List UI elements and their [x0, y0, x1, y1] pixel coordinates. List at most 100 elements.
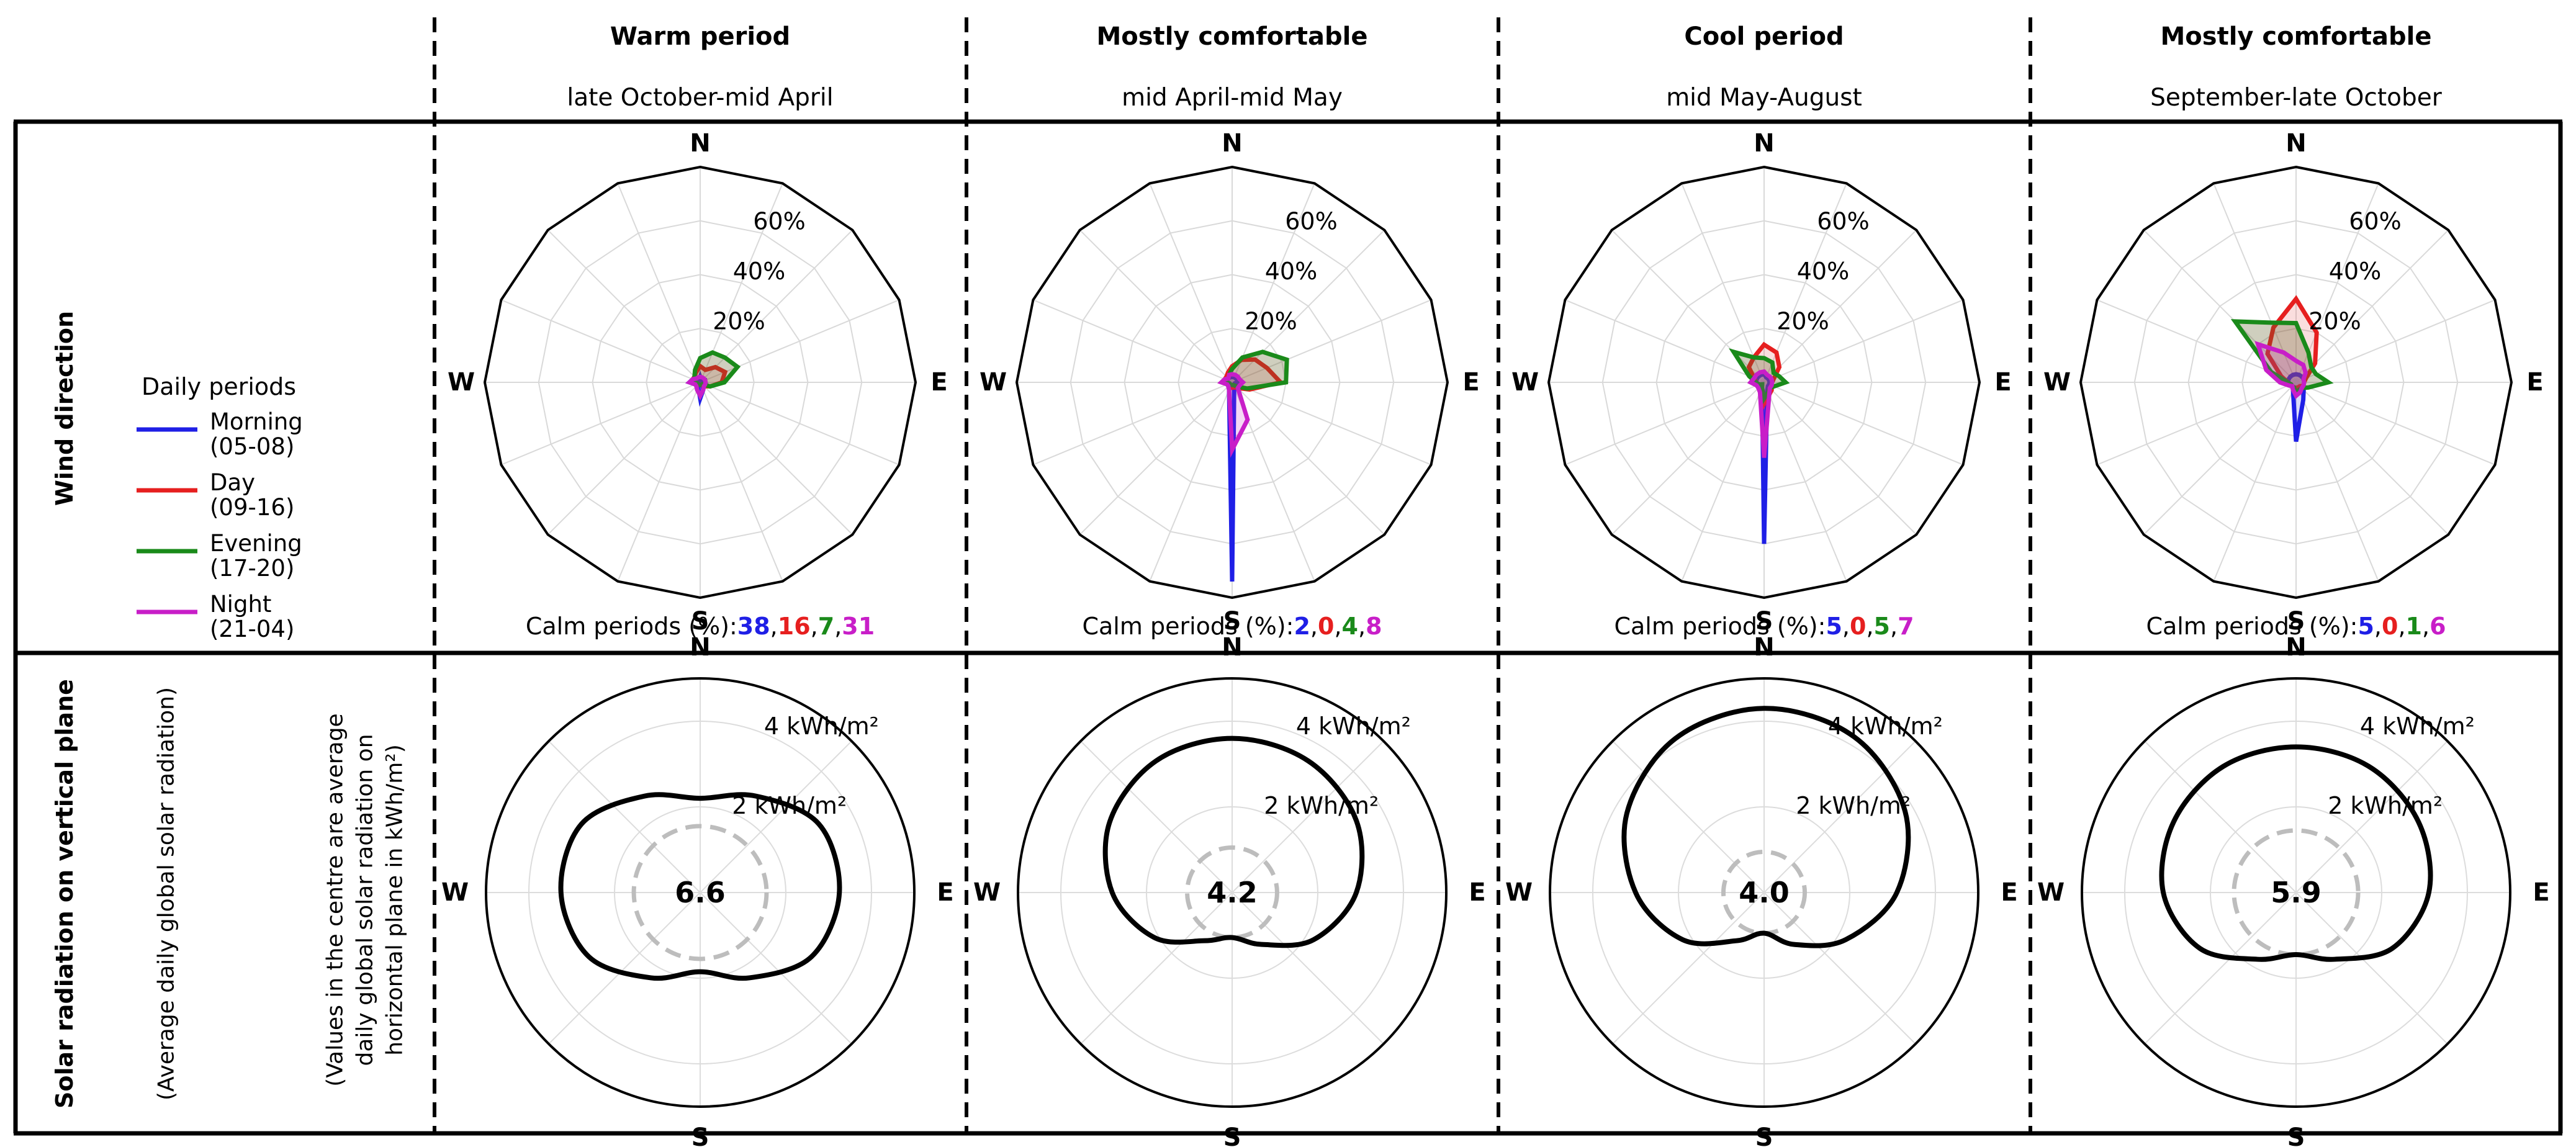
ring-label: 4 kWh/m²	[764, 713, 879, 740]
compass-label-W: W	[1505, 878, 1533, 907]
rose-outline	[1015, 165, 1449, 600]
ring-gridline	[646, 328, 755, 437]
legend-label: Evening	[210, 530, 302, 557]
calm-separator: ,	[1842, 613, 1850, 640]
ring-label: 20%	[1777, 308, 1829, 335]
rose-outline	[483, 165, 917, 600]
column-subtitle: mid May-August	[1666, 84, 1862, 112]
wind-series-night	[2254, 341, 2308, 400]
calm-periods: Calm periods (%):5,0,1,6	[2146, 613, 2446, 640]
ring-label: 2 kWh/m²	[1796, 792, 1911, 819]
calm-value: 7	[1898, 613, 1914, 640]
rose-outline	[2081, 677, 2511, 1108]
calm-value: 0	[1850, 613, 1866, 640]
ring-gridline	[2133, 220, 2459, 545]
radial-gridline	[1763, 892, 1916, 1045]
ring-gridline	[1146, 806, 1318, 979]
solar-rose-panel: 2 kWh/m² 4 kWh/m² 4.0 N E S W	[1505, 633, 2018, 1147]
column-title: Mostly comfortable	[1097, 22, 1368, 51]
radial-gridline	[1080, 740, 1233, 893]
compass-label-S: S	[2287, 607, 2305, 636]
compass-label-N: N	[1222, 129, 1242, 158]
solar-rose-panel: 2 kWh/m² 4 kWh/m² 6.6 N E S W	[441, 633, 954, 1147]
ring-gridline	[592, 274, 809, 491]
radial-gridline	[548, 892, 701, 1045]
compass-label-E: E	[1462, 368, 1479, 397]
wind-series-night	[1747, 369, 1775, 458]
solar-note: (Values in the centre are average daily …	[323, 713, 408, 1086]
compass-label-S: S	[1223, 607, 1241, 636]
legend-item-morning: Morning (05-08)	[137, 408, 303, 460]
calm-prefix: Calm periods (%):	[1082, 613, 1294, 640]
calm-value: 2	[1294, 613, 1310, 640]
rose-outline	[485, 677, 916, 1108]
legend-item-evening: Evening (17-20)	[137, 530, 302, 582]
compass-label-W: W	[973, 878, 1001, 907]
column-headers: Warm period late October-mid April Mostl…	[567, 22, 2442, 112]
compass-label-N: N	[1754, 129, 1774, 158]
solar-note-line: horizontal plane in kWh/m²)	[382, 744, 408, 1056]
compass-label-S: S	[691, 1123, 709, 1147]
column-title: Mostly comfortable	[2161, 22, 2432, 51]
compass-label-W: W	[1511, 368, 1539, 397]
ring-label: 2 kWh/m²	[1264, 792, 1379, 819]
calm-value: 5	[2358, 613, 2374, 640]
compass-label-E: E	[1469, 878, 1485, 907]
centre-value: 4.2	[1207, 876, 1258, 909]
calm-value: 5	[1874, 613, 1890, 640]
legend-item-night: Night (21-04)	[137, 591, 294, 642]
column-subtitle: mid April-mid May	[1122, 84, 1343, 112]
calm-separator: ,	[1890, 613, 1898, 640]
solar-roses: 2 kWh/m² 4 kWh/m² 6.6 N E S W 2 kWh/m² 4 kWh/m² 4…	[441, 633, 2550, 1147]
radial-gridline	[2295, 740, 2448, 893]
rose-outline	[1549, 677, 1979, 1108]
radial-gridline	[1232, 892, 1384, 1045]
radial-gridline	[1763, 740, 1916, 893]
compass-label-N: N	[1222, 633, 1242, 662]
centre-value: 5.9	[2271, 876, 2322, 909]
compass-label-N: N	[1754, 633, 1774, 662]
ring-gridline	[538, 220, 863, 545]
calm-separator: ,	[2374, 613, 2382, 640]
rose-outline	[1017, 677, 1448, 1108]
legend-label: Morning	[210, 408, 303, 435]
calm-separator: ,	[834, 613, 842, 640]
rose-outline	[2079, 165, 2513, 600]
row-sublabel-solar: (Average daily global solar radiation)	[154, 687, 179, 1100]
ring-label: 2 kWh/m²	[2328, 792, 2443, 819]
radial-gridline	[2144, 740, 2297, 893]
compass-label-E: E	[937, 878, 953, 907]
ring-label: 2 kWh/m²	[732, 792, 847, 819]
column-title: Cool period	[1684, 22, 1844, 51]
calm-periods: Calm periods (%):38,16,7,31	[526, 613, 875, 640]
horizontal-plane-circle	[631, 824, 769, 961]
calm-prefix: Calm periods (%):	[2146, 613, 2358, 640]
compass-label-E: E	[2526, 368, 2543, 397]
radial-gridline	[1232, 740, 1384, 893]
wind-roses: 20% 40% 60% N E S W Calm periods (%):38,16,7,31…	[448, 129, 2544, 640]
compass-label-N: N	[2286, 633, 2306, 662]
calm-separator: ,	[1358, 613, 1366, 640]
centre-value: 4.0	[1739, 876, 1790, 909]
compass-label-W: W	[980, 368, 1007, 397]
ring-label: 40%	[1265, 258, 1317, 285]
calm-separator: ,	[1334, 613, 1341, 640]
compass-label-N: N	[690, 129, 710, 158]
wind-series-night	[1217, 372, 1250, 458]
compass-label-N: N	[2286, 129, 2306, 158]
calm-separator: ,	[770, 613, 778, 640]
ring-label: 4 kWh/m²	[2360, 713, 2475, 740]
solar-note-line: (Values in the centre are average	[323, 713, 348, 1086]
legend-range: (09-16)	[210, 494, 294, 521]
compass-label-W: W	[448, 368, 475, 397]
calm-value: 38	[737, 613, 770, 640]
solar-curve	[558, 792, 842, 981]
calm-value: 1	[2406, 613, 2422, 640]
calm-value: 8	[1366, 613, 1382, 640]
calm-value: 0	[2382, 613, 2398, 640]
ring-label: 60%	[1817, 208, 1869, 235]
solar-note-line: daily global solar radiation on	[353, 734, 378, 1066]
